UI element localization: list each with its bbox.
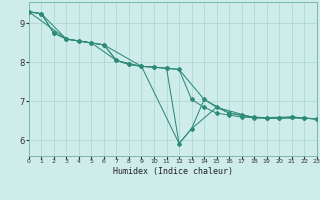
X-axis label: Humidex (Indice chaleur): Humidex (Indice chaleur) — [113, 167, 233, 176]
